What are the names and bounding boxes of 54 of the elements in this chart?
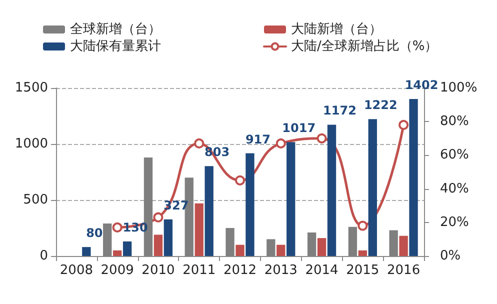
point <box>316 133 327 144</box>
y-tick-label: 1500 <box>14 80 48 96</box>
legend-label: 全球新增（台） <box>70 22 161 37</box>
bar <box>246 153 254 256</box>
point <box>235 175 245 186</box>
data-label: 1017 <box>282 121 316 136</box>
x-tick-label: 2010 <box>142 263 175 278</box>
y2-tick-label: 80% <box>440 114 469 130</box>
bar <box>154 234 163 256</box>
x-tick-label: 2014 <box>305 263 338 278</box>
bar <box>358 250 368 256</box>
point <box>112 222 122 232</box>
bar <box>194 203 204 256</box>
data-label: 1402 <box>404 78 438 92</box>
data-label: 1222 <box>364 98 398 112</box>
x-tick-label: 2015 <box>346 263 380 278</box>
point <box>358 220 368 231</box>
y2-tick-label: 20% <box>440 214 469 230</box>
x-tick-label: 2009 <box>100 263 134 278</box>
y-tick-label: 1000 <box>14 136 48 152</box>
bar <box>276 244 286 256</box>
point <box>276 138 286 148</box>
bar <box>399 236 408 256</box>
point <box>194 138 204 148</box>
bar <box>236 244 244 256</box>
x-tick-label: 2016 <box>387 263 420 278</box>
bar <box>164 219 173 256</box>
bar <box>204 166 214 256</box>
y-tick-label: 0 <box>40 248 48 264</box>
y2-tick-label: 40% <box>440 181 469 196</box>
data-label: 1172 <box>323 104 356 118</box>
y-tick-label: 500 <box>23 192 48 208</box>
bar <box>409 98 418 256</box>
y2-tick-label: 100% <box>440 80 478 96</box>
x-tick-label: 2011 <box>182 263 216 278</box>
bar <box>286 142 296 256</box>
bar <box>82 247 91 256</box>
bar <box>368 119 377 256</box>
legend-label: 大陆新增（台） <box>291 22 382 37</box>
bar <box>327 124 336 256</box>
legend-label: 大陆/全球新增占比（%） <box>291 39 438 54</box>
data-label: 80 <box>86 226 103 240</box>
data-label: 917 <box>245 132 271 146</box>
x-tick-label: 2013 <box>264 263 298 278</box>
y2-tick-label: 60% <box>440 148 469 163</box>
legend-label: 大陆保有量累计 <box>70 39 161 54</box>
bar <box>112 250 122 256</box>
x-tick-label: 2008 <box>60 263 93 278</box>
y2-tick-label: 0% <box>440 248 461 264</box>
point <box>153 212 164 222</box>
x-tick-label: 2012 <box>223 263 257 278</box>
bar <box>122 241 132 256</box>
point <box>398 120 409 130</box>
bar <box>317 238 326 256</box>
